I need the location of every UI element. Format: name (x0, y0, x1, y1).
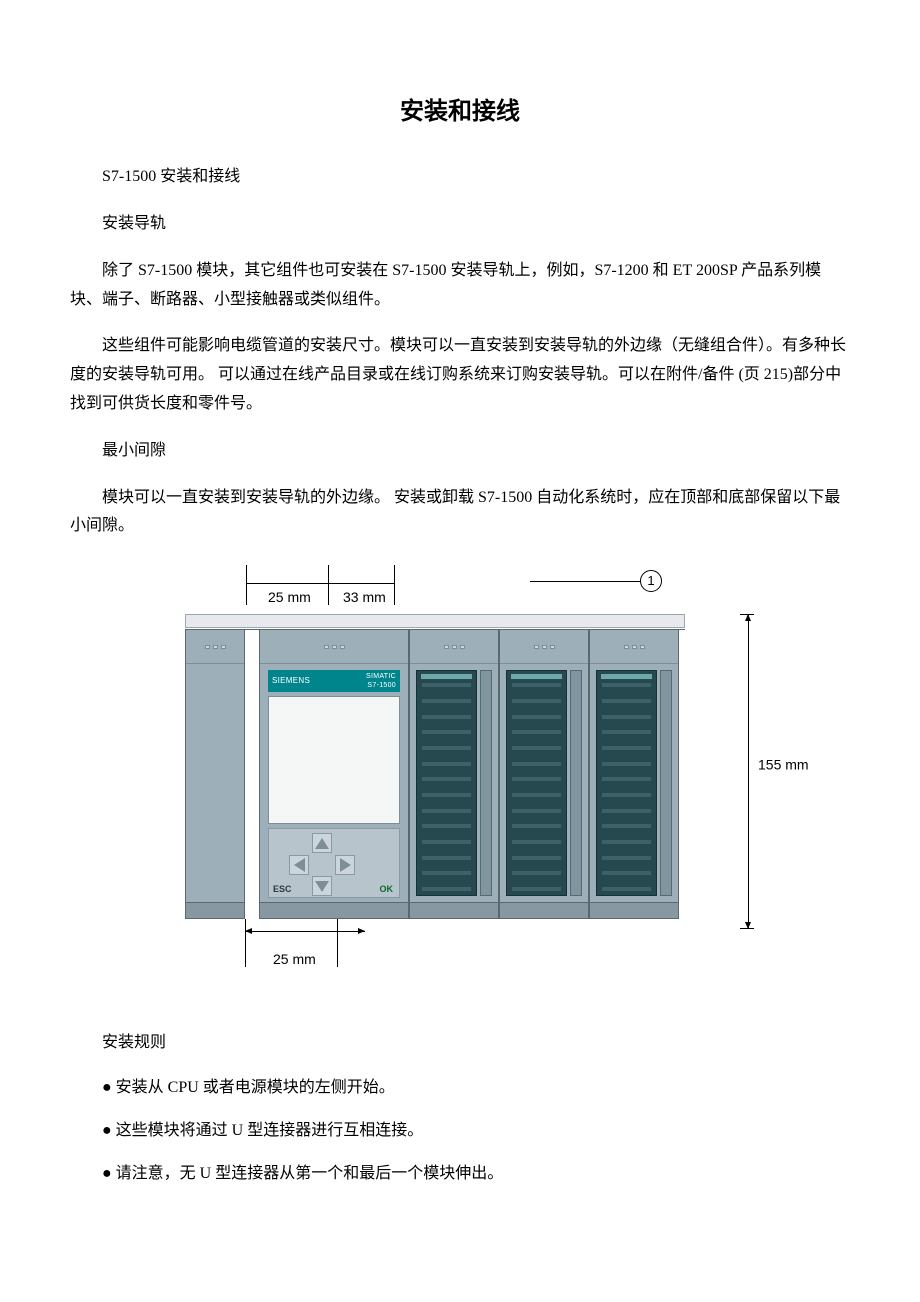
dimension-label: 155 mm (758, 753, 809, 778)
bullet-item: ● 这些模块将通过 U 型连接器进行互相连接。 (70, 1117, 850, 1146)
module-io (499, 630, 589, 919)
dimension-top: 25 mm 33 mm 1 (180, 559, 740, 614)
paragraph: 这些组件可能影响电缆管道的安装尺寸。模块可以一直安装到安装导轨的外边缘（无缝组合… (70, 332, 850, 418)
paragraph: S7-1500 安装和接线 (70, 163, 850, 192)
paragraph: 模块可以一直安装到安装导轨的外边缘。 安装或卸载 S7-1500 自动化系统时，… (70, 484, 850, 542)
dimension-label: 25 mm (268, 585, 311, 610)
mounting-rail (185, 614, 685, 628)
paragraph: 最小间隙 (70, 437, 850, 466)
cpu-display (268, 696, 400, 824)
dimension-bottom: 25 mm (245, 919, 365, 974)
paragraph: 安装导轨 (70, 210, 850, 239)
module-io (409, 630, 499, 919)
module-io (589, 630, 679, 919)
key-esc-label: ESC (273, 881, 292, 897)
module-assembly: SIEMENS SIMATIC S7-1500 ESC OK (185, 629, 685, 919)
cpu-keypad: ESC OK (268, 828, 400, 898)
page-title: 安装和接线 (70, 90, 850, 133)
brand-simatic: SIMATIC (366, 673, 396, 680)
module-power-supply (185, 630, 245, 919)
key-ok-label: OK (380, 881, 394, 897)
bullet-item: ● 安装从 CPU 或者电源模块的左侧开始。 (70, 1074, 850, 1103)
section-heading: 安装规则 (70, 1029, 850, 1058)
brand-siemens: SIEMENS (272, 674, 310, 688)
dimension-label: 25 mm (273, 947, 316, 972)
callout-line (530, 581, 640, 582)
cpu-brand-bar: SIEMENS SIMATIC S7-1500 (268, 670, 400, 692)
callout-badge: 1 (640, 570, 662, 592)
bullet-item: ● 请注意，无 U 型连接器从第一个和最后一个模块伸出。 (70, 1160, 850, 1189)
brand-s71500: S7-1500 (367, 682, 396, 689)
paragraph: 除了 S7-1500 模块，其它组件也可安装在 S7-1500 安装导轨上，例如… (70, 257, 850, 315)
clearance-diagram: 25 mm 33 mm 1 155 mm w n (180, 559, 740, 999)
module-cpu: SIEMENS SIMATIC S7-1500 ESC OK (259, 630, 409, 919)
dimension-label: 33 mm (343, 585, 386, 610)
